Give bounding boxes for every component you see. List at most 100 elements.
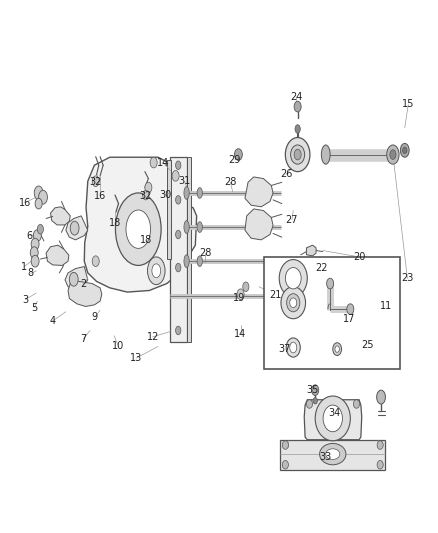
Ellipse shape bbox=[150, 157, 157, 168]
Bar bbox=[187, 157, 191, 342]
Text: 6: 6 bbox=[27, 231, 33, 240]
Ellipse shape bbox=[264, 310, 270, 319]
Text: 32: 32 bbox=[89, 177, 102, 187]
Ellipse shape bbox=[197, 188, 202, 198]
Ellipse shape bbox=[184, 187, 189, 199]
Ellipse shape bbox=[376, 441, 382, 449]
Text: 25: 25 bbox=[361, 341, 373, 350]
Text: 22: 22 bbox=[314, 263, 327, 272]
Polygon shape bbox=[66, 216, 88, 240]
Ellipse shape bbox=[332, 343, 341, 356]
Ellipse shape bbox=[33, 230, 41, 241]
Text: 3: 3 bbox=[22, 295, 28, 304]
Text: 27: 27 bbox=[285, 215, 297, 224]
Ellipse shape bbox=[126, 210, 150, 248]
Text: 16: 16 bbox=[19, 198, 32, 207]
Ellipse shape bbox=[346, 304, 353, 314]
Ellipse shape bbox=[30, 247, 38, 259]
Ellipse shape bbox=[280, 287, 305, 319]
Ellipse shape bbox=[92, 256, 99, 266]
Ellipse shape bbox=[312, 398, 317, 404]
Text: 4: 4 bbox=[49, 316, 56, 326]
Ellipse shape bbox=[306, 400, 312, 408]
Ellipse shape bbox=[386, 145, 398, 164]
Text: 16: 16 bbox=[94, 191, 106, 201]
Ellipse shape bbox=[147, 257, 165, 285]
Ellipse shape bbox=[70, 221, 79, 235]
Polygon shape bbox=[304, 400, 361, 440]
Ellipse shape bbox=[69, 272, 78, 286]
Text: 33: 33 bbox=[319, 453, 331, 462]
Polygon shape bbox=[46, 245, 69, 265]
Text: 9: 9 bbox=[92, 312, 98, 322]
Text: 14: 14 bbox=[157, 158, 169, 167]
Text: 7: 7 bbox=[80, 334, 86, 344]
Ellipse shape bbox=[175, 230, 180, 239]
Ellipse shape bbox=[321, 145, 329, 164]
Text: 35: 35 bbox=[306, 385, 318, 395]
Ellipse shape bbox=[172, 171, 179, 181]
Polygon shape bbox=[50, 207, 70, 225]
Polygon shape bbox=[84, 157, 196, 292]
Text: 31: 31 bbox=[178, 176, 190, 186]
Text: 34: 34 bbox=[328, 408, 340, 417]
Ellipse shape bbox=[293, 149, 300, 160]
Polygon shape bbox=[170, 157, 186, 342]
Ellipse shape bbox=[294, 125, 300, 133]
Polygon shape bbox=[306, 245, 315, 256]
Text: 14: 14 bbox=[234, 329, 246, 338]
Text: 17: 17 bbox=[342, 314, 354, 324]
Bar bbox=[166, 160, 171, 259]
Text: 2: 2 bbox=[80, 279, 86, 288]
Ellipse shape bbox=[31, 255, 39, 267]
Text: 24: 24 bbox=[290, 92, 302, 102]
Ellipse shape bbox=[319, 443, 345, 465]
Text: 23: 23 bbox=[400, 273, 413, 283]
Ellipse shape bbox=[285, 138, 309, 172]
Ellipse shape bbox=[289, 342, 296, 353]
Ellipse shape bbox=[234, 149, 242, 160]
Text: 28: 28 bbox=[199, 248, 211, 257]
Ellipse shape bbox=[290, 145, 304, 164]
Bar bbox=[264, 257, 399, 369]
Ellipse shape bbox=[389, 150, 395, 159]
Text: 21: 21 bbox=[269, 290, 281, 300]
Ellipse shape bbox=[311, 385, 318, 395]
Ellipse shape bbox=[141, 230, 148, 241]
Ellipse shape bbox=[92, 176, 99, 187]
Ellipse shape bbox=[115, 193, 161, 265]
Ellipse shape bbox=[322, 405, 342, 432]
Ellipse shape bbox=[142, 190, 148, 200]
Ellipse shape bbox=[402, 147, 406, 154]
Polygon shape bbox=[68, 280, 102, 306]
Text: 37: 37 bbox=[278, 344, 290, 354]
Text: 1: 1 bbox=[21, 262, 27, 271]
Text: 20: 20 bbox=[352, 252, 364, 262]
Polygon shape bbox=[244, 209, 272, 240]
Text: 29: 29 bbox=[228, 155, 240, 165]
Ellipse shape bbox=[175, 196, 180, 204]
Ellipse shape bbox=[34, 186, 43, 200]
Text: 18: 18 bbox=[109, 218, 121, 228]
Ellipse shape bbox=[175, 161, 180, 169]
Text: 5: 5 bbox=[31, 303, 37, 312]
Text: 30: 30 bbox=[159, 190, 171, 199]
Ellipse shape bbox=[184, 255, 189, 268]
Ellipse shape bbox=[175, 263, 180, 272]
Text: 10: 10 bbox=[112, 342, 124, 351]
Text: 12: 12 bbox=[146, 332, 159, 342]
Ellipse shape bbox=[325, 449, 339, 459]
Ellipse shape bbox=[286, 294, 299, 312]
Ellipse shape bbox=[282, 461, 288, 469]
Ellipse shape bbox=[175, 326, 180, 335]
Ellipse shape bbox=[279, 260, 307, 297]
Ellipse shape bbox=[293, 101, 300, 112]
Ellipse shape bbox=[152, 264, 160, 278]
Ellipse shape bbox=[237, 289, 244, 300]
Ellipse shape bbox=[145, 182, 152, 193]
Text: 8: 8 bbox=[28, 269, 34, 278]
Polygon shape bbox=[244, 177, 272, 207]
Ellipse shape bbox=[376, 390, 385, 404]
Ellipse shape bbox=[282, 441, 288, 449]
Ellipse shape bbox=[314, 396, 350, 441]
